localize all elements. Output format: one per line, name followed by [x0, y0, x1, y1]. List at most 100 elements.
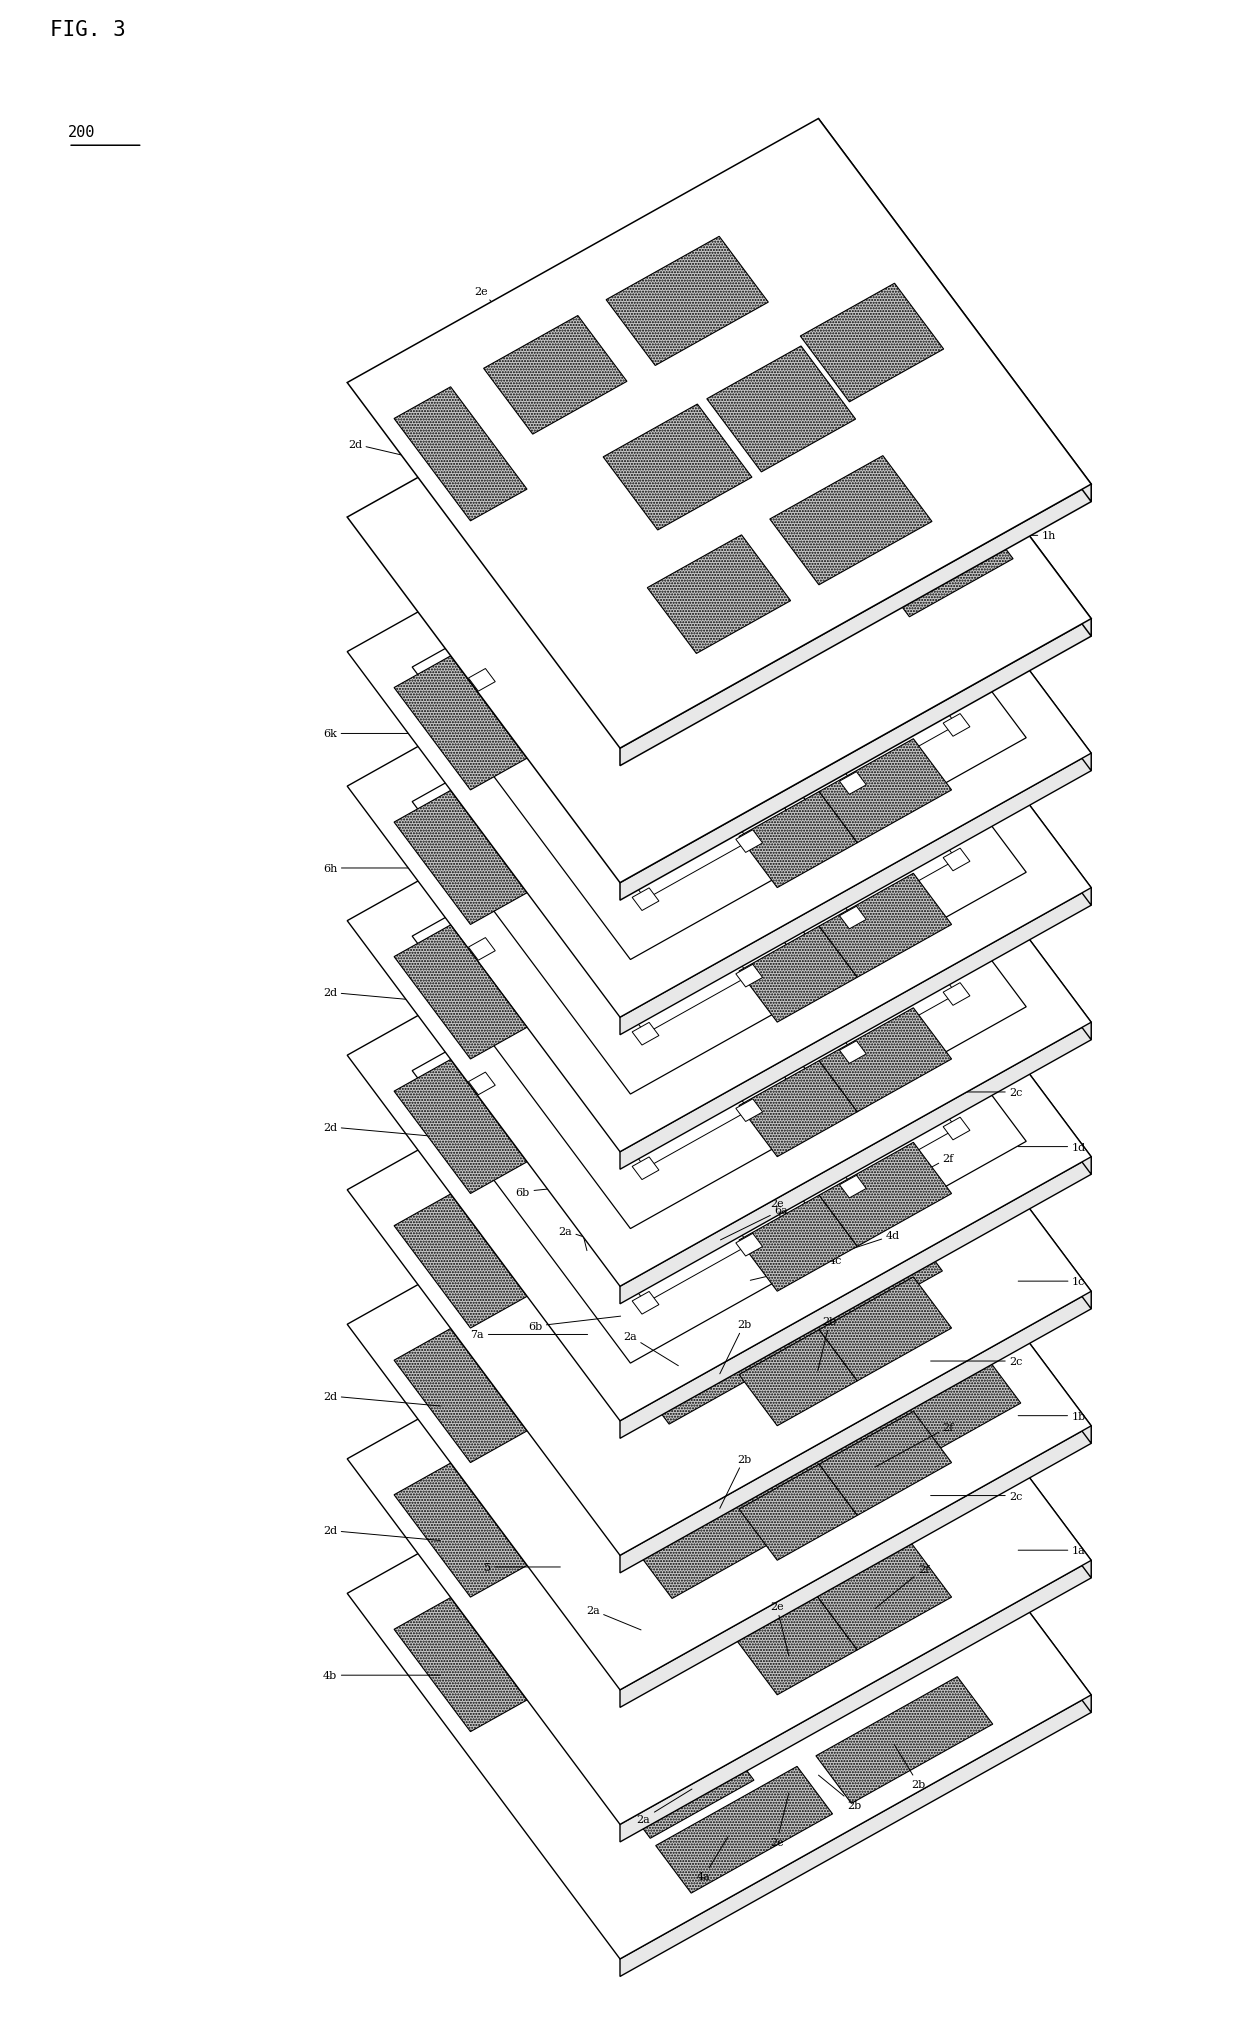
Text: 4b: 4b — [322, 1671, 440, 1681]
Polygon shape — [704, 556, 734, 581]
Polygon shape — [394, 1598, 527, 1732]
Text: 2f: 2f — [875, 1423, 954, 1468]
Polygon shape — [347, 388, 1091, 1017]
Polygon shape — [482, 757, 749, 1033]
Polygon shape — [839, 1041, 867, 1064]
Polygon shape — [800, 1360, 944, 1478]
Text: 4a: 4a — [697, 1837, 728, 1882]
Polygon shape — [944, 715, 970, 737]
Polygon shape — [572, 745, 599, 767]
Polygon shape — [394, 1194, 527, 1328]
Polygon shape — [818, 120, 1091, 501]
Text: 2e: 2e — [568, 1196, 587, 1250]
Polygon shape — [816, 1543, 951, 1650]
Polygon shape — [816, 1677, 993, 1803]
Polygon shape — [579, 1279, 1021, 1600]
Polygon shape — [620, 581, 1027, 978]
Text: 1e: 1e — [1018, 1007, 1085, 1017]
Polygon shape — [347, 120, 1091, 749]
Polygon shape — [820, 1009, 951, 1112]
Polygon shape — [591, 516, 670, 581]
Polygon shape — [820, 873, 951, 978]
Polygon shape — [603, 404, 751, 530]
Text: 2c: 2c — [931, 1088, 1023, 1098]
Text: 7k: 7k — [848, 420, 941, 445]
Polygon shape — [394, 926, 527, 1060]
Polygon shape — [656, 1766, 832, 1894]
Text: 2a: 2a — [558, 1226, 626, 1250]
Polygon shape — [482, 1025, 749, 1303]
Polygon shape — [620, 889, 1091, 1169]
Polygon shape — [800, 956, 944, 1076]
Polygon shape — [620, 849, 1027, 1246]
Polygon shape — [606, 238, 769, 365]
Polygon shape — [737, 1596, 857, 1695]
Text: 2b: 2b — [875, 1171, 931, 1206]
Text: 6d: 6d — [749, 911, 791, 954]
Text: 4d: 4d — [832, 1230, 900, 1257]
Polygon shape — [839, 771, 867, 796]
Text: 2b: 2b — [817, 1317, 837, 1370]
Text: 6f: 6f — [873, 741, 965, 751]
Text: 6j: 6j — [730, 830, 760, 865]
Polygon shape — [394, 388, 527, 522]
Text: 7c: 7c — [770, 1074, 789, 1119]
Text: 2a: 2a — [622, 1332, 678, 1366]
Polygon shape — [689, 505, 956, 784]
Text: 4c: 4c — [750, 1257, 842, 1281]
Polygon shape — [465, 1127, 911, 1453]
Polygon shape — [620, 1695, 1091, 1977]
Polygon shape — [739, 1330, 857, 1425]
Polygon shape — [412, 966, 818, 1364]
Polygon shape — [944, 983, 970, 1005]
Polygon shape — [689, 775, 956, 1054]
Polygon shape — [724, 451, 889, 599]
Text: 7i: 7i — [874, 757, 892, 802]
Polygon shape — [572, 611, 599, 633]
Polygon shape — [394, 1330, 527, 1464]
Polygon shape — [506, 1052, 942, 1425]
Polygon shape — [347, 792, 1091, 1421]
Polygon shape — [609, 1726, 754, 1839]
Polygon shape — [469, 1072, 495, 1096]
Polygon shape — [599, 463, 839, 674]
Polygon shape — [800, 284, 944, 402]
Polygon shape — [620, 485, 1091, 765]
Text: 1f: 1f — [963, 800, 1030, 810]
Text: 6a: 6a — [720, 1206, 789, 1240]
Polygon shape — [769, 556, 847, 621]
Polygon shape — [347, 524, 1091, 1153]
Polygon shape — [394, 792, 527, 926]
Text: 6k: 6k — [324, 729, 440, 739]
Text: 2c: 2c — [873, 343, 966, 369]
Polygon shape — [818, 1062, 1091, 1443]
Text: 1c: 1c — [1018, 1277, 1085, 1287]
Polygon shape — [820, 1143, 951, 1246]
Polygon shape — [820, 1277, 951, 1380]
Text: 6b: 6b — [528, 1317, 620, 1332]
Text: 7b: 7b — [873, 1011, 966, 1021]
Polygon shape — [735, 1234, 763, 1257]
Polygon shape — [412, 562, 818, 960]
Polygon shape — [632, 889, 658, 911]
Polygon shape — [632, 1023, 658, 1045]
Text: 2e: 2e — [770, 1602, 789, 1656]
Text: 2e: 2e — [770, 1198, 789, 1253]
Text: 2c: 2c — [931, 1356, 1023, 1366]
Polygon shape — [780, 495, 806, 518]
Polygon shape — [818, 254, 1091, 637]
Polygon shape — [620, 1427, 1091, 1707]
Polygon shape — [620, 619, 1091, 901]
Polygon shape — [670, 922, 779, 1017]
Text: 2a: 2a — [636, 1788, 692, 1823]
Text: 7e: 7e — [873, 877, 966, 887]
Text: 2f: 2f — [875, 1153, 954, 1198]
Polygon shape — [676, 956, 703, 978]
Text: 6h: 6h — [322, 863, 440, 873]
Polygon shape — [839, 1175, 867, 1198]
Polygon shape — [739, 1062, 857, 1157]
Text: 1h: 1h — [963, 532, 1056, 542]
Polygon shape — [469, 938, 495, 960]
Polygon shape — [839, 907, 867, 930]
Polygon shape — [412, 830, 818, 1228]
